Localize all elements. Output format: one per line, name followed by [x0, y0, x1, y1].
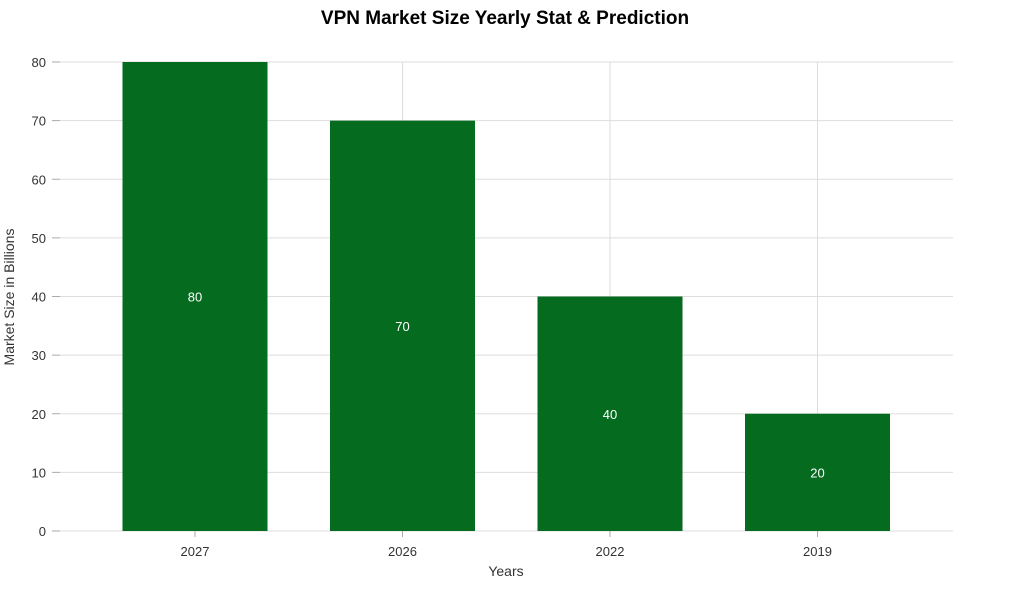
x-axis: 2027 2026 2022 2019	[181, 531, 832, 559]
y-tick-label: 30	[32, 348, 46, 363]
x-tick-label: 2019	[803, 544, 832, 559]
y-axis-label: Market Size in Billions	[1, 229, 17, 366]
bar-value-label: 70	[395, 319, 409, 334]
y-tick-label: 60	[32, 172, 46, 187]
y-tick-label: 0	[39, 524, 46, 539]
chart-title: VPN Market Size Yearly Stat & Prediction	[321, 8, 689, 29]
y-tick-label: 70	[32, 114, 46, 129]
y-tick-label: 40	[32, 290, 46, 305]
x-axis-label: Years	[488, 563, 523, 579]
y-tick-label: 10	[32, 465, 46, 480]
bar-value-label: 20	[810, 465, 824, 480]
bar	[122, 62, 268, 531]
y-tick-label: 50	[32, 231, 46, 246]
bar-value-label: 40	[603, 407, 617, 422]
bars: 80 70 40 20	[122, 62, 890, 531]
bar	[745, 413, 890, 531]
bar-value-label: 80	[188, 290, 202, 305]
y-tick-label: 80	[32, 55, 46, 70]
x-tick-label: 2027	[181, 544, 210, 559]
bar	[537, 296, 683, 531]
x-tick-label: 2022	[596, 544, 625, 559]
bar	[330, 120, 475, 531]
y-tick-label: 20	[32, 407, 46, 422]
x-tick-label: 2026	[388, 544, 417, 559]
y-axis: 0 10 20 30 40 50 60 70 80	[32, 55, 60, 539]
